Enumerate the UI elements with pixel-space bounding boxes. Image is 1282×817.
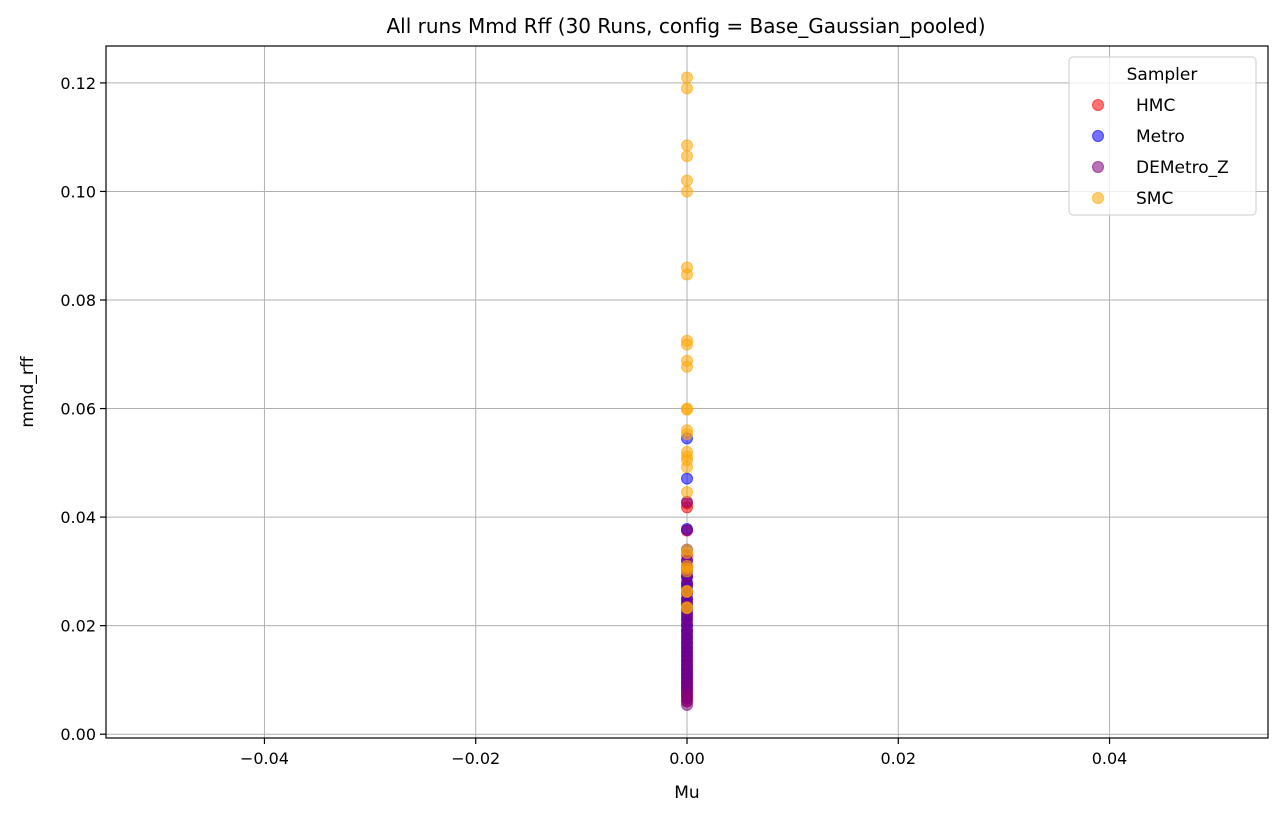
data-point [681, 565, 693, 578]
data-point [681, 150, 693, 163]
legend-marker [1092, 192, 1104, 204]
data-points [681, 71, 693, 711]
legend-box [1068, 56, 1257, 216]
legend-marker [1092, 130, 1104, 142]
data-point [681, 403, 693, 416]
legend-label: Metro [1136, 127, 1185, 147]
x-tick-label: 0.02 [880, 749, 916, 768]
legend-label: DEMetro_Z [1136, 158, 1229, 178]
data-point [681, 546, 693, 559]
x-tick-label: 0.04 [1092, 749, 1128, 768]
data-point [681, 71, 693, 84]
data-point [681, 82, 693, 95]
legend-label: SMC [1136, 189, 1173, 209]
data-point [681, 174, 693, 187]
data-point [681, 268, 693, 281]
legend-entries: HMC Metro DEMetro_Z SMC [1092, 96, 1229, 209]
legend-marker [1092, 161, 1104, 173]
data-point [681, 185, 693, 198]
y-tick-label: 0.06 [60, 400, 96, 419]
legend-marker [1092, 99, 1104, 111]
y-axis-ticks: 0.00 0.02 0.04 0.06 0.08 0.10 0.12 [60, 74, 106, 744]
y-axis-label: mmd_rff [18, 355, 38, 427]
x-tick-label: −0.04 [240, 749, 289, 768]
data-point [681, 360, 693, 373]
data-point [681, 428, 693, 441]
x-axis-label: Mu [674, 783, 699, 803]
data-point [681, 586, 693, 599]
data-point [681, 524, 693, 537]
data-point [681, 486, 693, 499]
series-smc [681, 71, 693, 615]
data-point [681, 338, 693, 351]
x-tick-label: −0.02 [451, 749, 500, 768]
data-point [681, 472, 693, 485]
chart-title: All runs Mmd Rff (30 Runs, config = Base… [386, 14, 985, 38]
data-point [681, 461, 693, 474]
legend: Sampler HMC Metro DEMetro_Z SMC [1068, 56, 1257, 216]
legend-title: Sampler [1127, 65, 1198, 85]
data-point [681, 602, 693, 615]
data-point [681, 139, 693, 152]
legend-label: HMC [1136, 96, 1175, 116]
y-tick-label: 0.08 [60, 291, 96, 310]
x-tick-label: 0.00 [669, 749, 705, 768]
y-tick-label: 0.10 [60, 182, 96, 201]
y-tick-label: 0.00 [60, 725, 96, 744]
y-tick-label: 0.04 [60, 508, 96, 527]
x-axis-ticks: −0.04 −0.02 0.00 0.02 0.04 [240, 738, 1127, 768]
series-demetro-z [681, 495, 693, 711]
y-tick-label: 0.12 [60, 74, 96, 93]
y-tick-label: 0.02 [60, 617, 96, 636]
